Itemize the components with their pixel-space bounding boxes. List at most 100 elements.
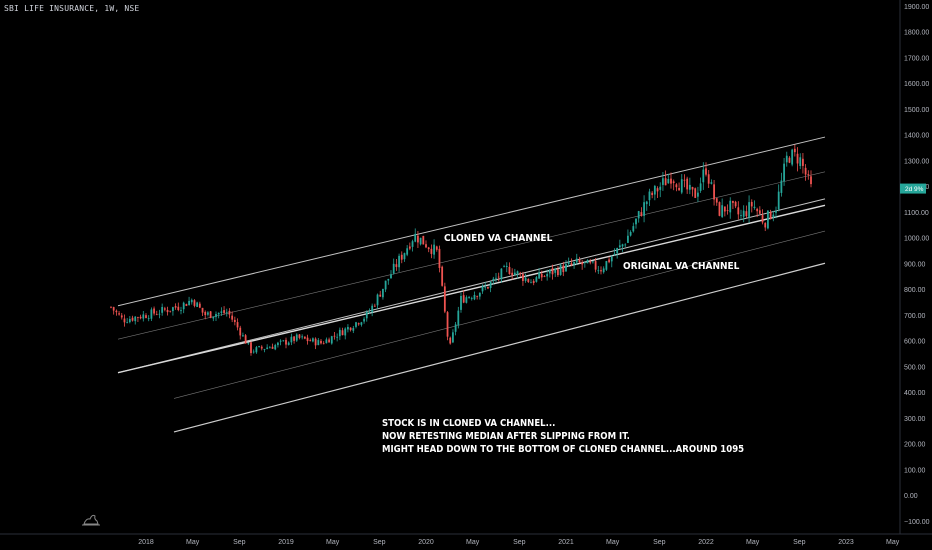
candle-body [705, 168, 707, 175]
candle-body [487, 286, 489, 289]
candle-body [621, 244, 624, 247]
candle-body [527, 278, 530, 283]
candle-body [379, 294, 382, 297]
candle-body [737, 207, 740, 215]
x-tick-label: Sep [653, 539, 666, 546]
candle-body [357, 323, 360, 325]
candle-body [190, 299, 193, 303]
candle-body [632, 226, 635, 232]
candle-body [344, 328, 347, 336]
candle-body [627, 235, 629, 243]
y-tick-label: 300.00 [904, 416, 926, 423]
candle-body [112, 307, 115, 311]
y-tick-label: 0.00 [904, 493, 918, 500]
note-line-3: MIGHT HEAD DOWN TO THE BOTTOM OF CLONED … [382, 444, 744, 455]
candle-body [764, 223, 767, 228]
candle-body [398, 255, 400, 268]
y-tick-label: −100.00 [904, 519, 930, 526]
cloned-channel-annotation: CLONED VA CHANNEL [444, 233, 553, 244]
candle-body [290, 336, 293, 343]
candle-body [567, 262, 570, 264]
candle-body [247, 342, 250, 344]
candle-body [562, 265, 565, 273]
candle-body [476, 296, 479, 297]
y-tick-label: 500.00 [904, 364, 926, 371]
candle-body [411, 241, 414, 247]
candle-body [220, 311, 223, 313]
candle-body [575, 258, 578, 263]
candle-body [320, 340, 322, 344]
candle-body [777, 191, 780, 210]
x-tick-label: 2021 [558, 539, 574, 546]
candle-body [180, 310, 182, 312]
candle-body [715, 198, 718, 203]
candle-body [662, 178, 664, 185]
candle-body [559, 264, 562, 275]
candle-body [535, 277, 538, 282]
x-tick-label: May [326, 539, 340, 546]
candle-body [298, 334, 301, 338]
candle-body [433, 244, 435, 255]
candle-body [403, 253, 406, 260]
candle-body [791, 149, 794, 165]
candle-body [417, 235, 419, 243]
candle-body [500, 268, 503, 280]
candle-body [223, 310, 225, 313]
candle-body [120, 315, 123, 318]
candle-body [258, 346, 260, 348]
candle-body [600, 270, 602, 272]
candle-body [516, 271, 519, 274]
candle-body [635, 218, 637, 225]
candle-body [659, 186, 662, 190]
candle-body [435, 246, 438, 250]
candle-body [713, 184, 715, 200]
candle-body [126, 322, 129, 324]
y-tick-label: 1300.00 [904, 158, 929, 165]
y-tick-label: 1600.00 [904, 81, 929, 88]
candle-body [395, 264, 398, 267]
candle-body [629, 231, 632, 236]
y-tick-label: 400.00 [904, 390, 926, 397]
chart-title: SBI LIFE INSURANCE, 1W, NSE [4, 4, 140, 13]
candle-body [672, 181, 675, 184]
x-tick-label: May [606, 539, 620, 546]
candle-body [271, 346, 274, 349]
candle-body [387, 278, 390, 281]
candle-body [643, 202, 645, 216]
candle-body [166, 309, 169, 313]
candle-body [740, 215, 742, 216]
candle-body [470, 298, 473, 299]
y-tick-label: 100.00 [904, 467, 926, 474]
candle-body [333, 335, 336, 337]
candle-body [710, 182, 713, 184]
candle-body [578, 259, 581, 263]
candle-body [745, 211, 748, 217]
candle-body [683, 179, 686, 181]
candle-body [767, 210, 769, 229]
candle-body [400, 254, 403, 260]
candle-body [347, 327, 349, 330]
candle-body [565, 264, 567, 272]
candle-body [473, 294, 476, 300]
candle-body [118, 313, 120, 315]
note-line-1: STOCK IS IN CLONED VA CHANNEL... [382, 418, 555, 429]
candle-body [268, 347, 271, 349]
candle-body [212, 316, 215, 319]
note-line-2: NOW RETESTING MEDIAN AFTER SLIPPING FROM… [382, 431, 630, 442]
candle-body [640, 212, 643, 216]
candle-body [422, 235, 425, 245]
candle-body [131, 317, 134, 321]
x-tick-label: Sep [373, 539, 386, 546]
candle-body [188, 300, 190, 305]
candle-body [158, 313, 161, 315]
candle-body [519, 272, 522, 274]
candle-body [648, 191, 651, 201]
x-tick-label: 2019 [278, 539, 294, 546]
candle-body [161, 307, 164, 313]
x-tick-label: 2023 [838, 539, 854, 546]
candle-body [734, 201, 737, 207]
candle-body [530, 282, 532, 284]
candle-body [382, 288, 384, 298]
candle-body [637, 211, 640, 219]
